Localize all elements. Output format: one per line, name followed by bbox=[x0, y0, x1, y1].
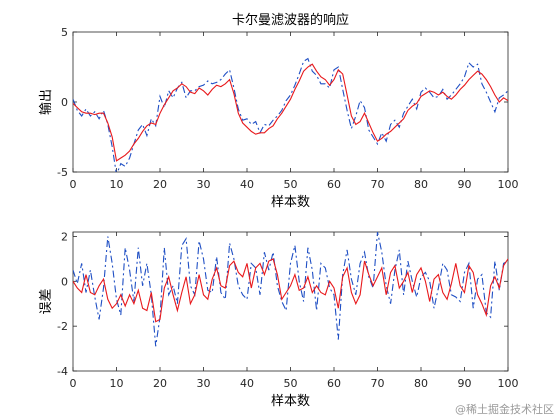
x-tick-label: 30 bbox=[197, 377, 211, 390]
x-tick-label: 60 bbox=[327, 377, 341, 390]
x-tick-label: 10 bbox=[110, 377, 124, 390]
x-tick-label: 80 bbox=[414, 178, 428, 191]
x-tick-label: 0 bbox=[70, 178, 77, 191]
x-tick-label: 70 bbox=[371, 377, 385, 390]
chart-title: 卡尔曼滤波器的响应 bbox=[232, 12, 349, 28]
x-tick-label: 0 bbox=[70, 377, 77, 390]
y-tick-label: 0 bbox=[61, 96, 68, 109]
x-tick-label: 100 bbox=[498, 178, 519, 191]
x-tick-label: 20 bbox=[153, 178, 167, 191]
y-tick-label: 2 bbox=[61, 230, 68, 243]
y-axis-label: 输出 bbox=[38, 89, 54, 115]
x-tick-label: 40 bbox=[240, 178, 254, 191]
x-tick-label: 20 bbox=[153, 377, 167, 390]
y-axis-label: 误差 bbox=[39, 288, 54, 314]
x-axis-label: 样本数 bbox=[271, 195, 310, 210]
x-tick-label: 60 bbox=[327, 178, 341, 191]
x-tick-label: 40 bbox=[240, 377, 254, 390]
x-tick-label: 10 bbox=[110, 178, 124, 191]
plot-frame bbox=[72, 31, 509, 173]
x-tick-label: 90 bbox=[458, 377, 472, 390]
y-tick-label: -5 bbox=[57, 166, 68, 179]
y-tick-label: 0 bbox=[61, 275, 68, 288]
y-tick-label: 5 bbox=[61, 26, 68, 39]
y-tick-label: -2 bbox=[57, 320, 68, 333]
x-tick-label: 80 bbox=[414, 377, 428, 390]
x-tick-label: 50 bbox=[284, 377, 298, 390]
series-line-dashdot bbox=[73, 57, 508, 172]
series-line-dashdot bbox=[73, 232, 508, 347]
x-tick-label: 90 bbox=[458, 178, 472, 191]
x-tick-label: 70 bbox=[371, 178, 385, 191]
watermark-text: @稀土掘金技术社区 bbox=[455, 403, 554, 416]
x-tick-label: 30 bbox=[197, 178, 211, 191]
series-line-solid bbox=[73, 63, 508, 162]
y-tick-label: -4 bbox=[57, 365, 68, 378]
x-tick-label: 100 bbox=[498, 377, 519, 390]
series-line-solid bbox=[73, 258, 508, 323]
error-plot: 0 10 20 30 40 50 60 70 80 90 100 -4 -2 0 2 样本数 误差 bbox=[39, 230, 519, 409]
x-tick-label: 50 bbox=[284, 178, 298, 191]
x-axis-label: 样本数 bbox=[271, 394, 310, 409]
